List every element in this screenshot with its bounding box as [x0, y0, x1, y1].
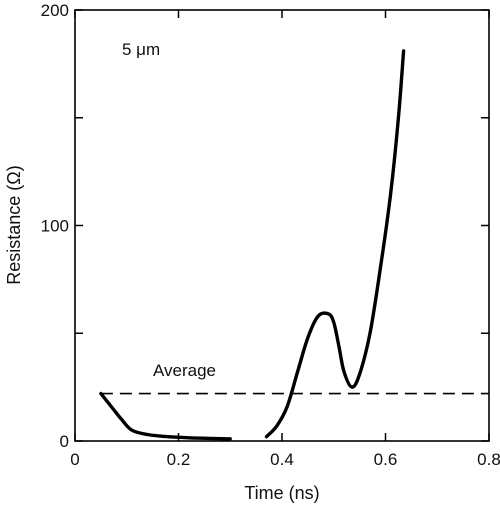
y-tick-label: 0 [60, 432, 69, 451]
x-tick-label: 0.2 [167, 450, 191, 469]
plot-frame [74, 9, 490, 442]
y-axis-title: Resistance (Ω) [4, 165, 24, 285]
axis-tick-labels: 0 0.2 0.4 0.6 0.8 0 100 200 [41, 1, 500, 469]
x-tick-label: 0.8 [477, 450, 500, 469]
average-label: Average [153, 361, 216, 380]
x-tick-label: 0.6 [374, 450, 398, 469]
series-line-1 [99, 391, 232, 441]
x-axis-title: Time (ns) [244, 483, 319, 503]
axis-ticks [74, 9, 490, 442]
y-tick-label: 200 [41, 1, 69, 20]
y-tick-label: 100 [41, 217, 69, 236]
x-tick-label: 0.4 [270, 450, 294, 469]
corner-label: 5 μm [122, 40, 160, 59]
x-tick-label: 0 [70, 450, 79, 469]
series-line-2 [264, 49, 406, 439]
data-series [99, 49, 406, 441]
